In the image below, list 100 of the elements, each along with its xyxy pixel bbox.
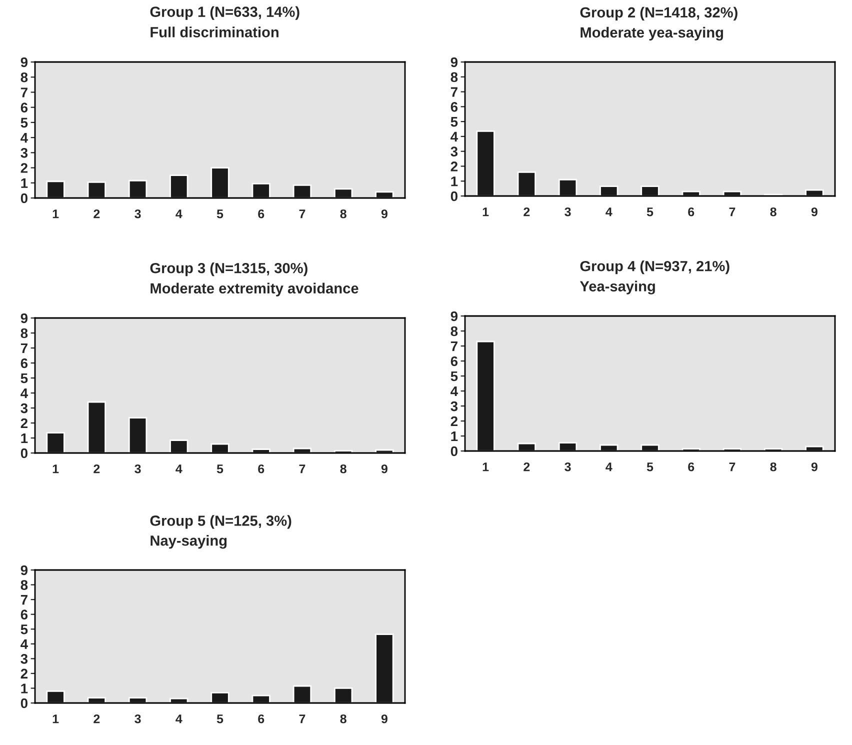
x-tick-label: 3 [564, 207, 571, 216]
x-tick-label: 4 [176, 714, 182, 724]
y-tick-label: 0 [450, 446, 458, 456]
bar [334, 688, 353, 703]
x-tick-label: 1 [52, 464, 59, 474]
bar [805, 189, 824, 196]
y-tick-label: 8 [20, 328, 28, 338]
y-tick-label: 9 [20, 313, 28, 324]
x-tick-label: 6 [258, 464, 264, 474]
x-tick-label: 7 [729, 208, 736, 216]
y-tick-label: 6 [450, 356, 458, 366]
x-tick-label: 8 [770, 462, 776, 472]
x-tick-label: 2 [94, 209, 100, 218]
y-tick-label: 0 [20, 698, 28, 708]
y-tick-label: 7 [20, 88, 28, 98]
y-tick-label: 8 [20, 72, 28, 82]
bar [640, 444, 660, 451]
x-tick-label: 3 [134, 714, 141, 724]
y-tick-label: 6 [20, 102, 28, 113]
bar [170, 440, 188, 453]
x-tick-label: 8 [340, 714, 346, 724]
chart-subtitle: Full discrimination [150, 26, 278, 38]
bar [87, 401, 106, 453]
x-tick-label: 5 [216, 210, 224, 218]
x-tick-label: 9 [381, 464, 388, 474]
bar [46, 690, 65, 703]
x-tick-label: 9 [811, 207, 818, 216]
y-tick-label: 2 [20, 163, 28, 173]
x-tick-label: 7 [729, 462, 736, 472]
bar [600, 444, 618, 451]
bar [292, 685, 312, 703]
x-tick-label: 9 [381, 209, 388, 218]
x-tick-label: 1 [482, 462, 489, 472]
y-tick-label: 1 [21, 433, 28, 444]
bar [334, 188, 353, 198]
bar [517, 442, 536, 451]
x-tick-label: 5 [646, 462, 654, 472]
y-tick-label: 3 [450, 146, 458, 157]
x-tick-label: 4 [606, 462, 612, 472]
x-tick-label: 3 [134, 464, 141, 474]
x-tick-label: 9 [811, 462, 818, 472]
y-tick-label: 9 [20, 57, 28, 68]
y-tick-label: 4 [20, 639, 28, 649]
y-tick-label: 7 [20, 343, 28, 354]
y-tick-label: 4 [20, 388, 28, 398]
y-tick-label: 5 [20, 118, 28, 128]
x-tick-label: 9 [381, 714, 388, 724]
y-tick-label: 9 [20, 565, 28, 576]
y-tick-label: 2 [20, 418, 28, 428]
x-tick-label: 5 [216, 464, 224, 474]
y-tick-label: 6 [20, 610, 28, 620]
x-tick-label: 4 [176, 210, 182, 218]
x-tick-label: 5 [646, 208, 654, 216]
y-tick-label: 9 [450, 311, 458, 322]
x-tick-label: 7 [299, 714, 306, 724]
bar [170, 174, 188, 198]
chart-title: Group 1 (N=633, 14%) [150, 6, 300, 20]
x-tick-label: 7 [299, 210, 306, 218]
bar [210, 443, 230, 453]
bar [476, 340, 495, 451]
x-tick-label: 2 [524, 207, 530, 216]
y-tick-label: 2 [450, 416, 458, 426]
chart-title: Group 2 (N=1418, 32%) [580, 6, 738, 20]
y-tick-label: 3 [450, 401, 458, 412]
bar [210, 167, 230, 198]
y-tick-label: 0 [20, 193, 28, 204]
y-tick-label: 4 [450, 132, 458, 142]
y-tick-label: 1 [451, 431, 458, 442]
y-tick-label: 1 [21, 178, 28, 188]
x-tick-label: 3 [564, 462, 571, 472]
y-tick-label: 7 [450, 87, 458, 97]
bar [558, 442, 578, 451]
y-tick-label: 1 [451, 176, 458, 186]
bar [600, 186, 618, 196]
chart-title: Group 5 (N=125, 3%) [150, 515, 292, 529]
y-tick-label: 1 [21, 684, 28, 694]
y-tick-label: 8 [20, 580, 28, 590]
y-tick-label: 2 [450, 162, 458, 172]
x-tick-label: 2 [94, 714, 100, 724]
chart-subtitle: Moderate extremity avoidance [150, 282, 358, 296]
y-tick-label: 7 [450, 341, 458, 352]
bar [210, 692, 230, 703]
chart-title: Group 3 (N=1315, 30%) [150, 262, 308, 276]
y-tick-label: 5 [20, 373, 28, 384]
x-tick-label: 6 [688, 462, 694, 472]
y-tick-label: 6 [450, 102, 458, 112]
bar [252, 694, 270, 703]
y-tick-label: 4 [20, 133, 28, 143]
y-tick-label: 9 [450, 57, 458, 68]
y-tick-label: 3 [20, 654, 28, 664]
bar [640, 186, 660, 196]
chart-title: Group 4 (N=937, 21%) [580, 260, 730, 274]
bar [252, 448, 270, 453]
y-tick-label: 5 [450, 371, 458, 382]
bar [292, 184, 312, 198]
y-tick-label: 2 [20, 668, 28, 678]
x-tick-label: 7 [299, 464, 306, 474]
x-tick-label: 8 [770, 207, 776, 216]
y-tick-label: 8 [450, 72, 458, 82]
bar [128, 697, 148, 703]
